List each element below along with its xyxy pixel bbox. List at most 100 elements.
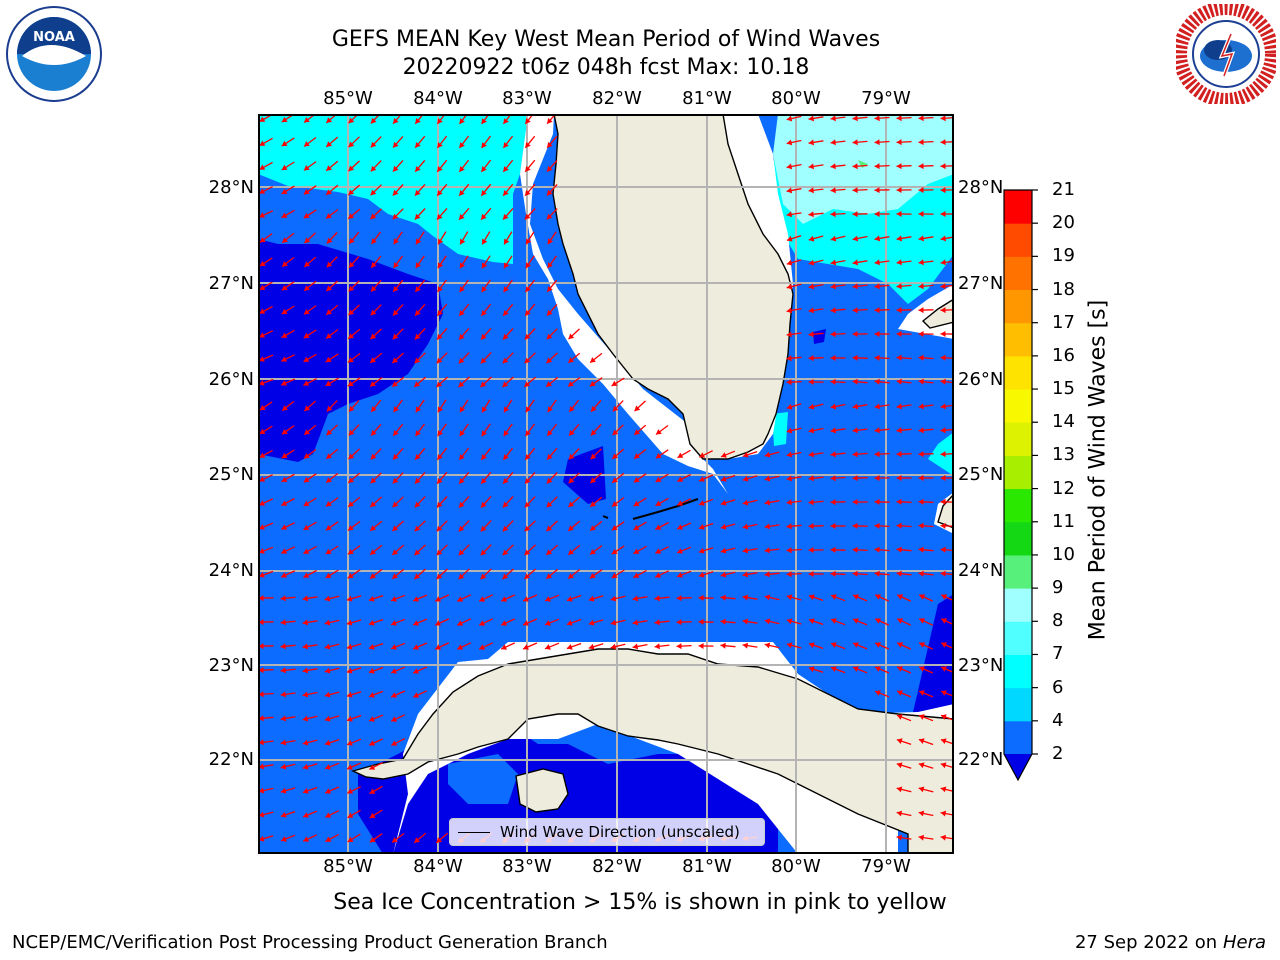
colorbar-tick-label: 15	[1052, 378, 1075, 400]
wind-wave-arrowhead	[918, 834, 924, 841]
wind-wave-arrowhead	[874, 187, 880, 194]
lat-label-right: 26°N	[958, 369, 1004, 390]
wind-wave-arrowhead	[611, 572, 618, 578]
wind-wave-arrowhead	[280, 667, 286, 674]
wind-wave-arrowhead	[940, 834, 946, 841]
wind-wave-arrowhead	[348, 525, 354, 531]
wind-wave-arrowhead	[503, 454, 509, 460]
wind-wave-arrowhead	[458, 573, 465, 580]
wind-wave-arrowhead	[369, 740, 375, 746]
wind-wave-arrowhead	[874, 475, 880, 481]
wind-wave-arrowhead	[281, 332, 288, 338]
wind-wave-arrowhead	[436, 573, 443, 580]
wind-wave-arrowhead	[852, 307, 858, 314]
wind-wave-arrowhead	[546, 357, 553, 364]
wind-wave-arrowhead	[610, 595, 617, 602]
wind-wave-arrowhead	[259, 212, 265, 218]
lon-label-top: 84°W	[413, 88, 463, 109]
wind-wave-arrowhead	[808, 547, 814, 553]
wind-wave-arrowhead	[392, 837, 398, 843]
wind-wave-arrowhead	[941, 618, 947, 624]
wind-wave-arrowhead	[808, 642, 815, 649]
wind-wave-arrowhead	[304, 237, 311, 244]
wind-wave-arrowhead	[940, 307, 946, 314]
wind-wave-arrowhead	[720, 642, 726, 649]
wind-wave-arrowhead	[919, 714, 925, 720]
wind-wave-arrowhead	[524, 357, 531, 364]
wind-wave-arrowhead	[655, 500, 662, 506]
wind-wave-arrowhead	[896, 307, 902, 314]
wind-wave-arrowhead	[896, 283, 902, 290]
lon-label-bottom: 84°W	[413, 856, 463, 877]
lon-label-bottom: 83°W	[502, 856, 552, 877]
wind-wave-arrowhead	[612, 453, 619, 459]
wind-wave-arrowhead	[852, 331, 858, 337]
wind-wave-arrowhead	[852, 163, 858, 170]
wind-wave-arrowhead	[764, 594, 771, 601]
wind-wave-arrowhead	[413, 692, 419, 698]
wind-wave-arrowhead	[568, 525, 574, 531]
wind-wave-arrowhead	[280, 595, 286, 602]
wind-wave-arrowhead	[438, 238, 444, 245]
wind-wave-arrowhead	[502, 573, 509, 580]
lon-label-bottom: 79°W	[861, 856, 911, 877]
wind-wave-arrowhead	[940, 762, 947, 769]
wind-wave-arrowhead	[852, 499, 858, 505]
wind-wave-arrowhead	[896, 762, 903, 769]
colorbar-tick-label: 11	[1052, 510, 1075, 532]
wind-wave-arrowhead	[346, 643, 353, 650]
wind-wave-arrowhead	[918, 211, 924, 217]
wind-wave-arrowhead	[326, 477, 332, 483]
wind-wave-arrowhead	[808, 235, 815, 242]
wind-wave-arrowhead	[874, 115, 880, 122]
wind-wave-arrowhead	[325, 548, 332, 554]
wind-wave-arrowhead	[590, 357, 596, 363]
wind-wave-arrowhead	[437, 477, 443, 484]
wind-wave-arrowhead	[258, 739, 264, 746]
wind-wave-arrowhead	[437, 454, 443, 460]
wind-wave-arrowhead	[940, 378, 946, 385]
wind-wave-arrowhead	[808, 307, 814, 314]
wind-wave-arrowhead	[698, 547, 705, 554]
wind-wave-arrowhead	[348, 501, 354, 507]
wind-wave-arrowhead	[808, 594, 815, 600]
wind-wave-arrowhead	[281, 356, 288, 362]
lat-label-left: 27°N	[208, 273, 254, 294]
colorbar-bin	[1004, 687, 1032, 722]
wind-wave-arrowhead	[348, 285, 355, 292]
wind-wave-arrowhead	[547, 165, 553, 172]
wind-wave-arrowhead	[525, 477, 531, 484]
wind-wave-arrowhead	[852, 475, 858, 482]
wind-wave-arrowhead	[325, 524, 332, 531]
colorbar-bin	[1004, 322, 1032, 357]
wind-wave-arrowhead	[392, 549, 399, 555]
wind-wave-arrowhead	[896, 211, 902, 217]
wind-wave-arrowhead	[874, 139, 880, 146]
wind-wave-arrowhead	[830, 187, 836, 194]
wind-wave-arrowhead	[896, 546, 902, 553]
wind-wave-arrowhead	[325, 356, 332, 363]
wind-wave-arrowhead	[831, 618, 837, 624]
wind-wave-arrowhead	[569, 430, 575, 436]
wind-wave-arrowhead	[370, 309, 377, 316]
lat-label-right: 24°N	[958, 560, 1004, 581]
wind-wave-arrowhead	[897, 618, 903, 624]
wind-wave-arrowhead	[280, 715, 286, 722]
wind-wave-arrowhead	[326, 309, 332, 315]
wind-wave-arrowhead	[742, 594, 748, 601]
wind-wave-arrowhead	[348, 453, 355, 460]
wind-wave-arrowhead	[259, 356, 265, 362]
wind-wave-arrows	[258, 114, 954, 844]
wind-wave-arrowhead	[940, 354, 946, 361]
wind-wave-arrowhead	[326, 405, 333, 412]
wind-wave-arrowhead	[281, 500, 288, 506]
lat-label-left: 28°N	[208, 177, 254, 198]
wind-wave-arrowhead	[302, 595, 308, 602]
wind-wave-arrowhead	[918, 786, 925, 793]
wind-wave-arrowhead	[830, 355, 836, 361]
wind-wave-arrowhead	[437, 213, 443, 220]
wind-wave-arrowhead	[874, 307, 880, 314]
wind-wave-arrowhead	[941, 666, 947, 672]
wind-wave-arrowhead	[655, 524, 662, 530]
wind-wave-arrowhead	[324, 739, 331, 746]
